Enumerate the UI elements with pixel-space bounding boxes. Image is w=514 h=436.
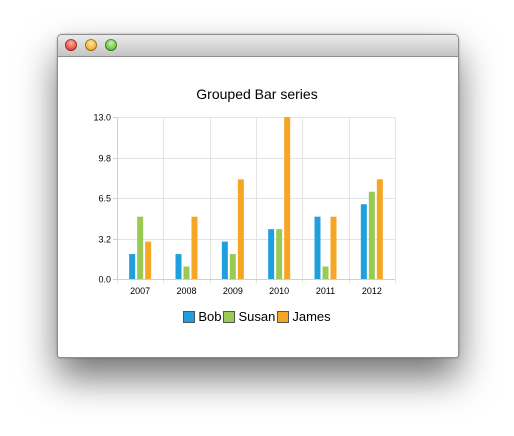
maximize-button[interactable] <box>105 39 117 51</box>
bar-susan-2010 <box>276 229 283 279</box>
y-tick-label: 3.2 <box>98 235 111 245</box>
bar-susan-2007 <box>137 216 144 279</box>
y-tick-label: 13.0 <box>93 113 111 123</box>
x-tick-label: 2011 <box>316 286 335 296</box>
bar-bob-2010 <box>268 229 275 279</box>
legend-swatch <box>183 310 196 323</box>
bar-james-2007 <box>145 241 152 279</box>
y-tick-label: 0.0 <box>98 275 111 285</box>
chart-title: Grouped Bar series <box>196 86 318 102</box>
bar-susan-2011 <box>322 266 329 279</box>
minimize-button[interactable] <box>85 39 97 51</box>
bar-bob-2009 <box>221 241 228 279</box>
legend-label: James <box>292 309 331 324</box>
bar-james-2009 <box>237 179 244 279</box>
legend-label: Susan <box>238 309 276 324</box>
legend-item-bob: Bob <box>183 309 221 324</box>
bars-layer <box>129 117 383 279</box>
bar-james-2011 <box>330 216 337 279</box>
x-tick-label: 2010 <box>269 286 289 296</box>
bar-james-2012 <box>376 179 383 279</box>
x-tick-label: 2012 <box>362 286 382 296</box>
bar-bob-2007 <box>129 254 136 279</box>
grid-layer <box>113 117 396 283</box>
legend-item-james: James <box>277 309 331 324</box>
legend-swatch <box>223 310 236 323</box>
y-tick-label: 6.5 <box>98 194 111 204</box>
y-tick-label: 9.8 <box>98 154 111 164</box>
chart-legend: Bob Susan James <box>57 309 457 324</box>
x-tick-label: 2007 <box>130 286 150 296</box>
bar-susan-2012 <box>368 191 375 279</box>
app-window <box>57 34 459 358</box>
bar-susan-2009 <box>229 254 236 279</box>
close-button[interactable] <box>65 39 77 51</box>
bar-susan-2008 <box>183 266 190 279</box>
title-bar <box>58 35 458 57</box>
legend-swatch <box>277 310 290 323</box>
bar-james-2008 <box>191 216 198 279</box>
bar-bob-2008 <box>175 254 182 279</box>
bar-bob-2012 <box>360 204 367 279</box>
legend-label: Bob <box>198 309 222 324</box>
bar-james-2010 <box>284 117 291 279</box>
x-tick-label: 2009 <box>223 286 243 296</box>
legend-item-susan: Susan <box>223 309 275 324</box>
axis-layer: 0.0 3.2 6.5 9.8 13.0 2007 2008 2009 2010 2011 2012 <box>93 113 395 296</box>
bar-bob-2011 <box>314 216 321 279</box>
x-tick-label: 2008 <box>176 286 196 296</box>
